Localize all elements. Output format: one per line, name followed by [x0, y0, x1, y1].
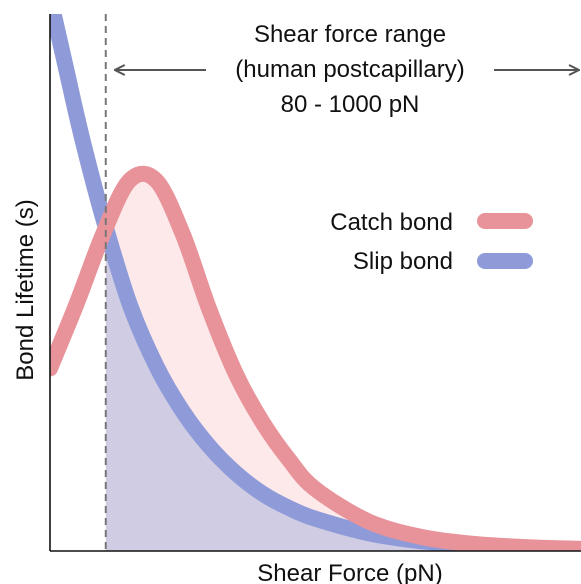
y-axis-label: Bond Lifetime (s) [12, 199, 39, 380]
legend-label-slip-bond: Slip bond [353, 248, 453, 275]
x-axis-label: Shear Force (pN) [257, 560, 442, 584]
annotation-line-3: 80 - 1000 pN [281, 91, 420, 118]
annotation-line-2: (human postcapillary) [235, 56, 464, 83]
annotation-line-1: Shear force range [254, 21, 446, 48]
legend: Catch bond Slip bond [330, 209, 525, 275]
legend-label-catch-bond: Catch bond [330, 209, 453, 236]
